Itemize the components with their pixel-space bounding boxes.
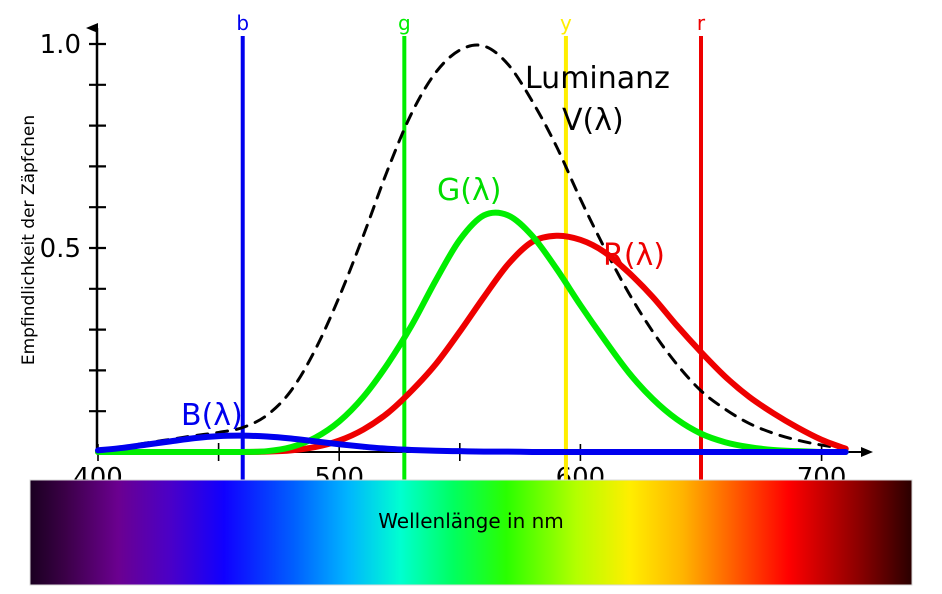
red-curve-label: R(λ) [603,238,665,273]
spectrum-bar [29,479,913,586]
y-axis-tick-labels: 0.5 1.0 [40,30,81,264]
marker-label-g: g [398,11,411,35]
blue-curve-label: B(λ) [181,398,243,433]
marker-label-y: y [560,11,572,35]
luminance-label-line1: Luminanz [525,61,670,96]
y-tick-label: 0.5 [40,234,81,264]
y-axis-ticks [89,42,106,413]
marker-label-b: b [236,11,249,35]
y-axis-title: Empfindlichkeit der Zäpfchen [19,115,39,365]
spectrum-caption: Wellenlänge in nm [378,509,564,533]
luminance-label-line2: V(λ) [562,103,624,138]
curve-luminance [96,43,848,452]
green-curve-label: G(λ) [437,173,501,208]
curve-g-cone [95,209,849,456]
y-tick-label: 1.0 [40,30,81,60]
marker-label-r: r [697,11,706,35]
axes: 0.51.0 400 500 600 700 [40,23,873,493]
curve-b-cone [95,432,849,456]
sensitivity-curves [95,43,849,456]
